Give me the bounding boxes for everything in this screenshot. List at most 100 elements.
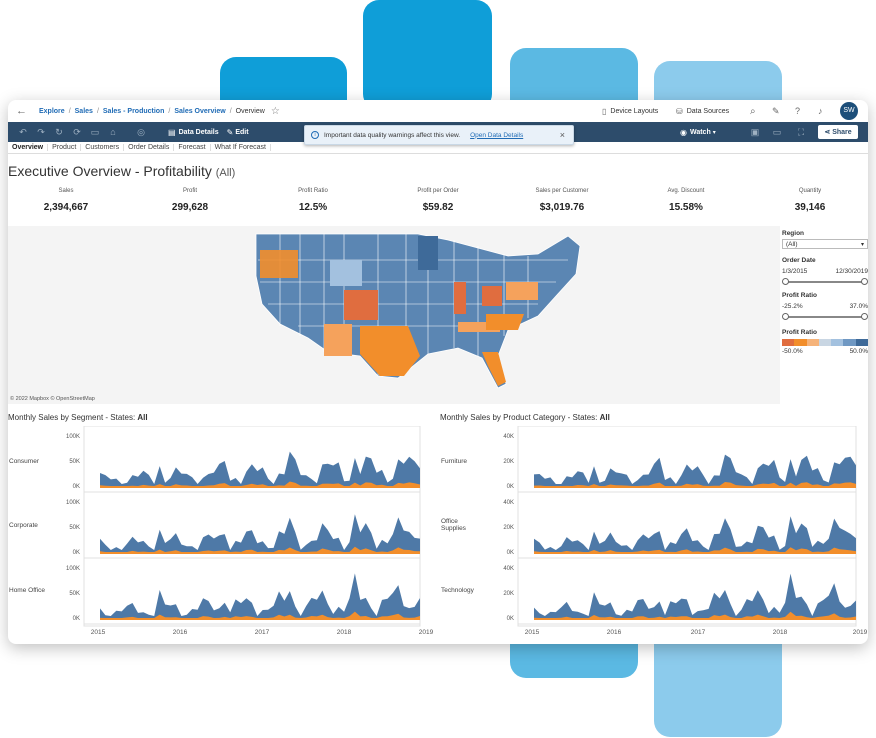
order-date-end: 12/30/2019	[835, 268, 868, 275]
map-attribution: © 2022 Mapbox © OpenStreetMap	[10, 396, 95, 402]
kpi-value: 15.58%	[669, 202, 703, 213]
left-chart-title-bold: All	[137, 413, 148, 422]
legend-max: 50.0%	[849, 348, 868, 355]
state-minnesota[interactable]	[418, 236, 438, 270]
edit-button[interactable]: Edit	[235, 128, 249, 136]
profit-ratio-slider[interactable]	[782, 313, 868, 321]
year-tick-label: 2019	[853, 629, 868, 636]
edit-doc-icon[interactable]: ✎	[772, 105, 780, 116]
area-series-total[interactable]	[100, 573, 420, 620]
share-button[interactable]: ⋖ Share	[818, 125, 858, 139]
area-series-profit[interactable]	[534, 482, 856, 488]
back-arrow-icon[interactable]: ←	[16, 105, 27, 117]
tab-overview[interactable]: Overview	[8, 144, 49, 151]
row-label-furniture: Furniture	[441, 458, 468, 465]
area-series-profit[interactable]	[100, 611, 420, 620]
bell-icon[interactable]: ♪	[818, 106, 823, 116]
data-details-icon: ▤	[168, 127, 176, 137]
metrics-icon[interactable]: ◎	[137, 126, 145, 137]
area-series-total[interactable]	[534, 454, 856, 488]
data-sources-button[interactable]: Data Sources	[686, 107, 730, 115]
state-oregon[interactable]	[260, 250, 298, 278]
tick-label: 0K	[73, 550, 80, 556]
kpi-label: Avg. Discount	[667, 188, 705, 194]
tick-label: 20K	[503, 525, 514, 531]
device-icon: ▯	[602, 106, 607, 116]
kpi-label: Profit	[182, 188, 197, 194]
device-layouts-button[interactable]: Device Layouts	[610, 107, 659, 115]
state-pennsylvania[interactable]	[506, 282, 538, 300]
area-series-profit[interactable]	[100, 481, 420, 489]
us-map[interactable]: © 2022 Mapbox © OpenStreetMap	[8, 226, 780, 404]
region-filter-label: Region	[782, 230, 805, 237]
kpi-label: Sales per Customer	[535, 188, 589, 194]
tab-product[interactable]: Product	[48, 144, 82, 151]
data-quality-banner: i Important data quality warnings affect…	[304, 125, 574, 145]
breadcrumb-sales-overview[interactable]: Sales Overview	[174, 107, 226, 115]
state-illinois[interactable]	[454, 282, 466, 314]
fullscreen-icon[interactable]: ⛶	[797, 126, 805, 137]
page-title-text: Executive Overview - Profitability	[8, 163, 212, 179]
help-icon[interactable]: ?	[795, 106, 801, 116]
tick-label: 40K	[503, 566, 514, 572]
region-select[interactable]: (All) ▾	[782, 239, 868, 249]
page-title-filter: (All)	[215, 167, 236, 179]
tick-label: 50K	[69, 525, 80, 531]
page-title: Executive Overview - Profitability (All)	[8, 163, 235, 179]
kpi-value: $3,019.76	[539, 202, 585, 213]
open-data-details-link[interactable]: Open Data Details	[470, 131, 524, 139]
breadcrumb-overview: Overview	[235, 107, 265, 115]
area-series-profit[interactable]	[534, 611, 856, 620]
state-ohio[interactable]	[482, 286, 502, 306]
view-icon[interactable]: ⌂	[110, 127, 116, 137]
watch-button[interactable]: Watch	[689, 128, 711, 136]
area-series-profit[interactable]	[534, 547, 856, 554]
area-series-total[interactable]	[534, 573, 856, 620]
breadcrumb-sales-production[interactable]: Sales - Production	[102, 107, 165, 115]
state-colorado[interactable]	[344, 290, 378, 320]
tab-forecast[interactable]: Forecast	[174, 144, 211, 151]
refresh-icon[interactable]: ⟳	[73, 126, 81, 137]
kpi-profit-per-order: Profit per Order $59.82	[383, 188, 493, 213]
data-details-button[interactable]: Data Details	[178, 128, 219, 136]
row-label-consumer: Consumer	[9, 458, 39, 465]
state-florida[interactable]	[482, 352, 506, 386]
area-series-total[interactable]	[534, 516, 856, 554]
order-date-slider[interactable]	[782, 278, 868, 286]
tick-label: 100K	[66, 566, 80, 572]
slider-handle[interactable]	[861, 278, 868, 285]
redo-icon[interactable]: ↷	[37, 126, 45, 137]
tab-what-if-forecast[interactable]: What If Forecast	[211, 144, 271, 151]
undo-icon[interactable]: ↶	[19, 126, 27, 137]
tab-order-details[interactable]: Order Details	[124, 144, 175, 151]
slider-handle[interactable]	[782, 278, 789, 285]
slider-handle[interactable]	[782, 313, 789, 320]
right-chart-title: Monthly Sales by Product Category - Stat…	[440, 413, 610, 422]
search-icon[interactable]: ⌕	[750, 105, 756, 117]
present-icon[interactable]: ▭	[772, 126, 782, 137]
kpi-value: 12.5%	[298, 202, 328, 213]
pause-icon[interactable]: ▭	[90, 126, 100, 137]
order-date-label: Order Date	[782, 257, 816, 264]
area-series-total[interactable]	[100, 514, 420, 554]
comment-icon[interactable]: ▣	[750, 126, 760, 137]
breadcrumb-explore[interactable]: Explore	[39, 107, 65, 115]
favorite-star-icon[interactable]: ☆	[270, 105, 280, 117]
top-bar: ← Explore / Sales / Sales - Production /…	[8, 100, 868, 122]
tab-customers[interactable]: Customers	[81, 144, 125, 151]
slider-handle[interactable]	[861, 313, 868, 320]
close-icon[interactable]: ×	[559, 130, 565, 140]
tick-label: 100K	[66, 500, 80, 506]
state-north-carolina[interactable]	[486, 314, 524, 330]
state-new-mexico[interactable]	[324, 324, 352, 356]
area-series-total[interactable]	[100, 451, 420, 488]
us-map-svg	[255, 233, 581, 389]
area-series-profit[interactable]	[100, 546, 420, 554]
revert-icon[interactable]: ↻	[55, 126, 63, 137]
kpi-label: Profit Ratio	[298, 188, 328, 194]
state-wyoming[interactable]	[330, 260, 362, 286]
breadcrumb-sales[interactable]: Sales	[74, 107, 93, 115]
avatar[interactable]: SW	[840, 102, 858, 120]
share-icon: ⋖	[824, 129, 831, 136]
state-texas[interactable]	[360, 326, 420, 376]
